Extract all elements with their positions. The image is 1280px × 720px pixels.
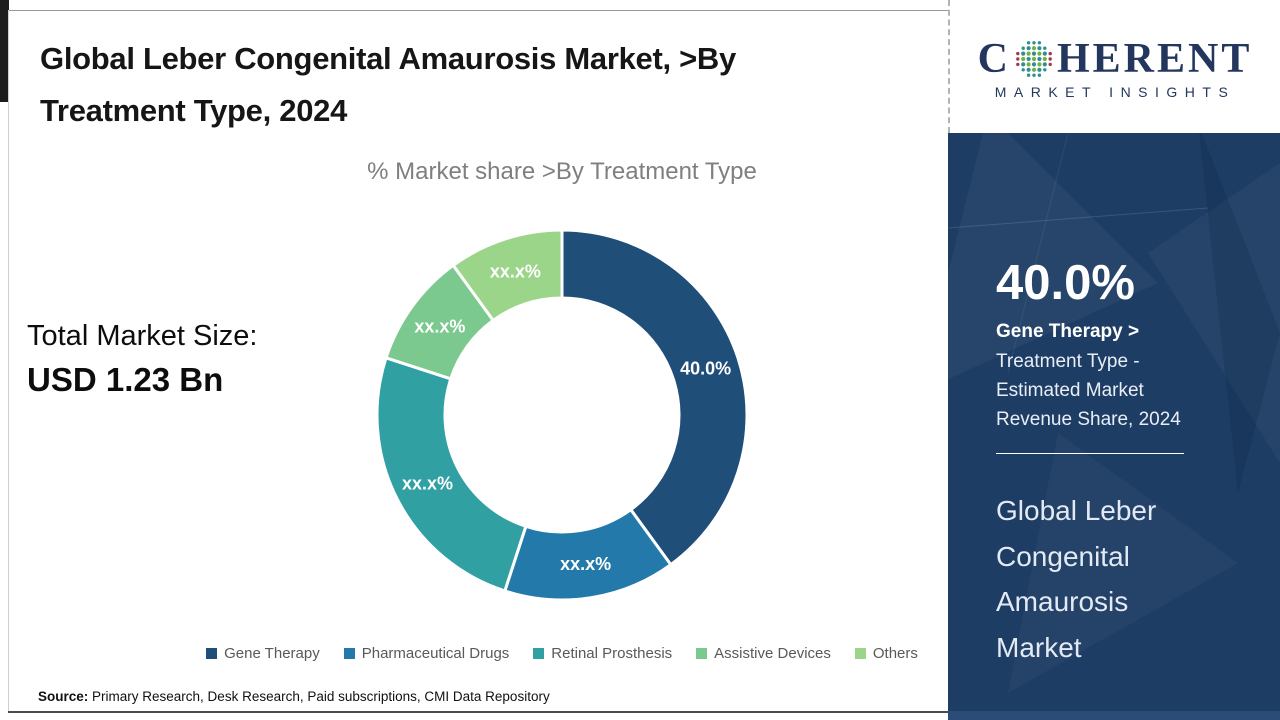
- sidebar-panel: 40.0% Gene Therapy > Treatment Type - Es…: [948, 133, 1280, 720]
- globe-dot: [1032, 41, 1036, 45]
- globe-dot: [1021, 68, 1025, 72]
- slice-label: 40.0%: [680, 358, 731, 378]
- globe-dot: [1026, 41, 1031, 45]
- donut-segment-gene-therapy: [560, 228, 749, 567]
- globe-dot: [1048, 51, 1052, 56]
- globe-dot: [1031, 62, 1037, 67]
- legend-swatch: [696, 648, 708, 659]
- logo-letter-c: C: [977, 36, 1011, 82]
- legend-swatch: [343, 648, 355, 659]
- legend-label: Assistive Devices: [714, 645, 831, 662]
- globe-dot: [1043, 68, 1047, 72]
- legend-label: Others: [872, 645, 918, 662]
- globe-dot: [1031, 67, 1037, 72]
- sidebar-geometric-pattern: [948, 133, 1280, 493]
- globe-dot: [1026, 46, 1031, 51]
- globe-dot: [1042, 51, 1047, 56]
- logo-wordmark: C HERENT: [978, 37, 1253, 81]
- page-title: Global Leber Congenital Amaurosis Market…: [40, 33, 920, 137]
- left-border-line: [8, 10, 9, 712]
- donut-segment-others: [451, 228, 564, 322]
- corner-accent-bar: [0, 0, 9, 102]
- chart-title: % Market share >By Treatment Type: [367, 158, 757, 185]
- globe-dot: [1026, 62, 1031, 67]
- legend-label: Gene Therapy: [224, 645, 320, 662]
- globe-dot: [1031, 46, 1037, 51]
- globe-dot: [1031, 51, 1037, 56]
- total-market-size-value: USD 1.23 Bn: [27, 361, 224, 398]
- globe-dot: [1016, 57, 1020, 61]
- legend-item-pharmaceutical-drugs: Pharmaceutical Drugs: [343, 645, 510, 662]
- chart-legend: Gene Therapy Pharmaceutical Drugs Retinal …: [188, 645, 936, 662]
- globe-dot: [1042, 56, 1047, 62]
- market-name-line: Amaurosis: [996, 586, 1129, 617]
- globe-dot: [1037, 62, 1042, 67]
- market-name-line: Global Leber: [996, 495, 1157, 526]
- source-label: Source:: [38, 689, 89, 704]
- page-title-line-1: Global Leber Congenital Amaurosis Market…: [40, 41, 736, 76]
- page-title-line-2: Treatment Type, 2024: [40, 93, 348, 128]
- sidebar-stat-caption-line: Estimated Market: [996, 380, 1144, 401]
- logo-letters-rest: HERENT: [1056, 36, 1253, 82]
- donut-segment-retinal-prosthesis: [375, 356, 528, 593]
- globe-dot: [1037, 67, 1042, 72]
- slice-label: xx.x%: [414, 316, 465, 336]
- dotted-globe-icon: [1016, 41, 1052, 77]
- globe-dot: [1037, 56, 1042, 62]
- legend-item-assistive-devices: Assistive Devices: [696, 645, 831, 662]
- globe-dot: [1048, 57, 1052, 61]
- legend-swatch: [533, 648, 545, 659]
- globe-dot: [1016, 51, 1020, 56]
- total-market-size-block: Total Market Size: USD 1.23 Bn: [27, 320, 257, 399]
- globe-dot: [1021, 46, 1025, 50]
- globe-dot: [1042, 62, 1047, 67]
- globe-dot: [1037, 46, 1042, 51]
- source-line: Source: Primary Research, Desk Research,…: [38, 689, 550, 704]
- donut-chart: 40.0% xx.x% xx.x% xx.x% xx.x%: [375, 228, 749, 602]
- globe-dot: [1021, 62, 1026, 67]
- market-name-line: Congenital: [996, 540, 1130, 572]
- globe-dot: [1026, 67, 1031, 72]
- legend-swatch: [854, 648, 866, 659]
- sidebar-stat-caption-line: Treatment Type -: [996, 351, 1140, 372]
- total-market-size-label: Total Market Size:: [27, 320, 258, 352]
- market-name-line: Market: [996, 631, 1082, 663]
- slice-label: xx.x%: [402, 474, 453, 494]
- legend-item-retinal-prosthesis: Retinal Prosthesis: [533, 645, 672, 662]
- globe-dot: [1048, 62, 1052, 67]
- globe-dot: [1026, 51, 1031, 56]
- bottom-border-line: [8, 711, 948, 713]
- coherent-market-insights-logo: C HERENT MARKET INSIGHTS: [948, 0, 1280, 133]
- globe-dot: [1026, 73, 1031, 77]
- top-border-line: [9, 10, 948, 11]
- sidebar-stat-segment: Gene Therapy >: [996, 321, 1140, 342]
- globe-dot: [1031, 56, 1037, 62]
- sidebar-content: 40.0% Gene Therapy > Treatment Type - Es…: [948, 133, 1280, 720]
- logo-subtitle: MARKET INSIGHTS: [994, 84, 1236, 100]
- globe-dot: [1026, 56, 1031, 62]
- globe-dot: [1016, 62, 1020, 67]
- sidebar-divider: [996, 453, 1184, 454]
- globe-dot: [1037, 51, 1042, 56]
- slice-label: xx.x%: [490, 261, 541, 281]
- sidebar-market-name: Global Leber Congenital Amaurosis Market: [996, 488, 1156, 670]
- legend-item-others: Others: [854, 645, 918, 662]
- sidebar-stat-value: 40.0%: [996, 256, 1135, 310]
- globe-dot: [1021, 56, 1026, 62]
- legend-swatch: [206, 648, 218, 659]
- globe-dot: [1021, 51, 1026, 56]
- legend-label: Retinal Prosthesis: [551, 645, 673, 662]
- source-text: Primary Research, Desk Research, Paid su…: [92, 689, 550, 704]
- globe-dot: [1037, 73, 1042, 77]
- sidebar-bottom-strip: [948, 711, 1280, 720]
- legend-item-gene-therapy: Gene Therapy: [206, 645, 320, 662]
- sidebar-stat-caption-line: Revenue Share, 2024: [996, 409, 1181, 430]
- globe-dot: [1032, 73, 1036, 77]
- globe-dot: [1037, 41, 1042, 45]
- legend-label: Pharmaceutical Drugs: [361, 645, 510, 662]
- globe-dot: [1043, 46, 1047, 50]
- slice-label: xx.x%: [560, 554, 611, 574]
